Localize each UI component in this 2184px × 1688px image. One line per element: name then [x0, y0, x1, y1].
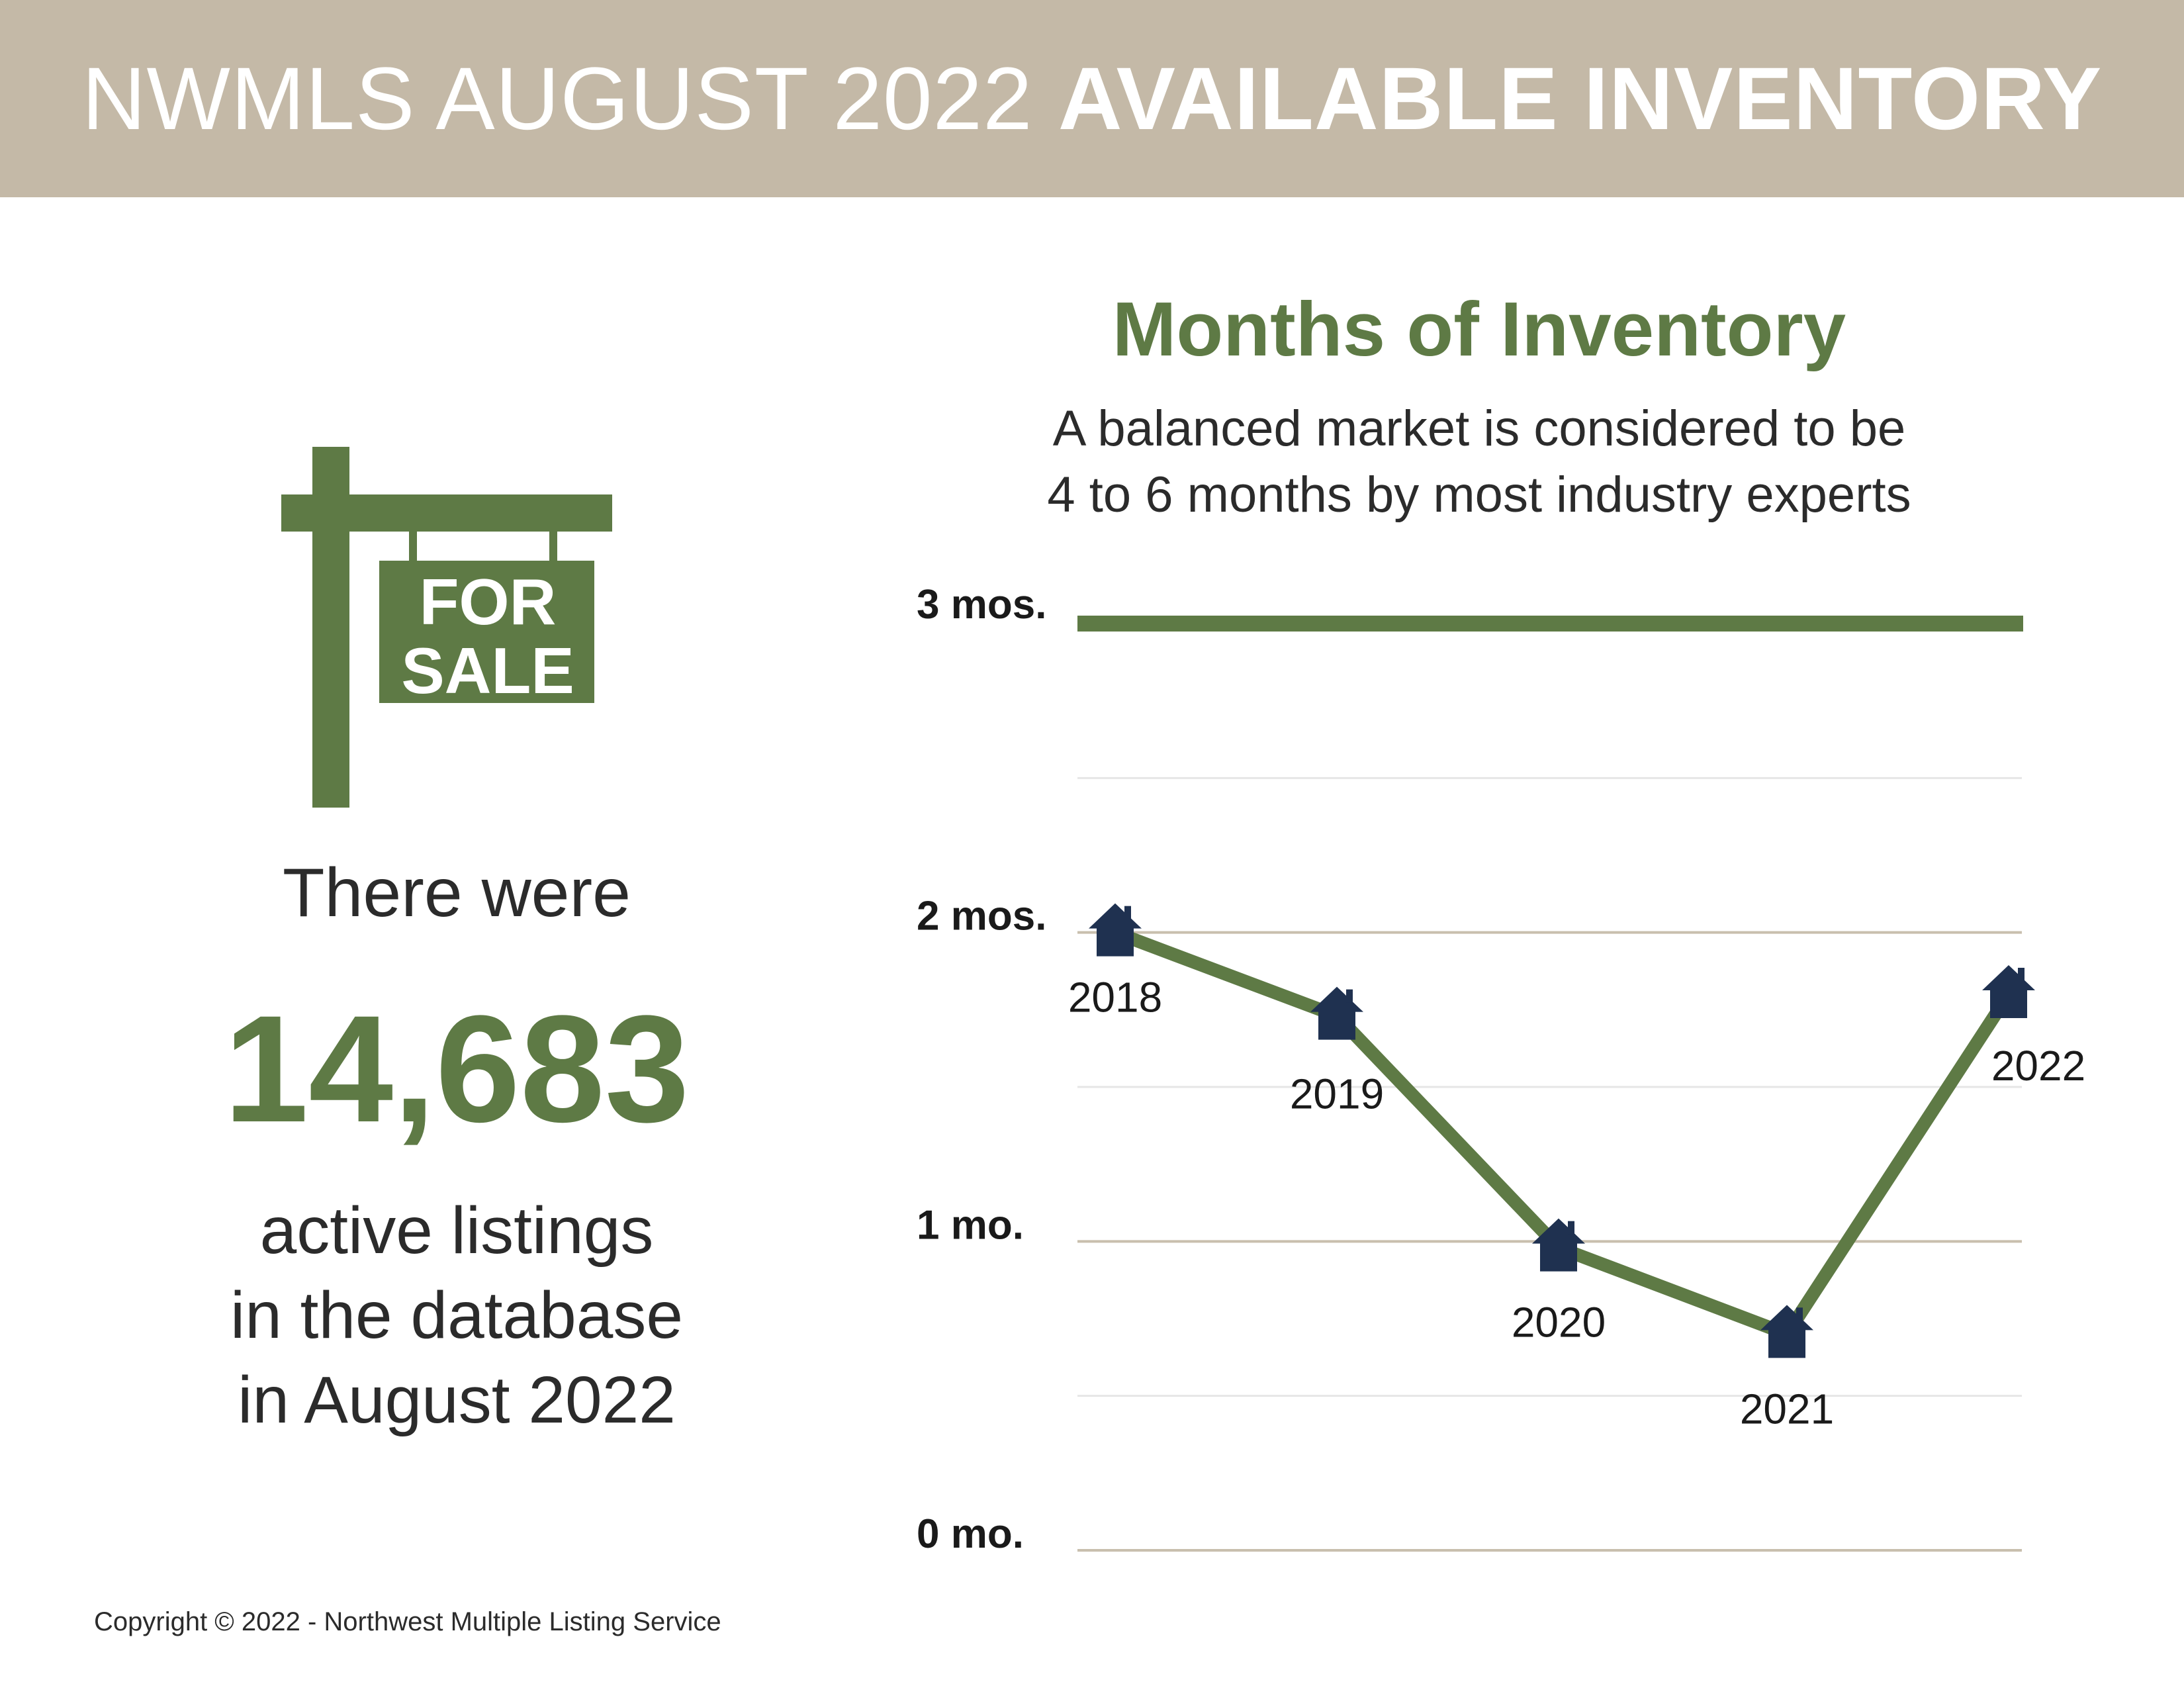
house-icon	[1310, 986, 1363, 1040]
house-chimney	[2018, 968, 2025, 981]
house-chimney	[1346, 989, 1353, 1003]
active-listings-count: 14,683	[224, 984, 690, 1154]
header-banner: NWMLS AUGUST 2022 AVAILABLE INVENTORY	[0, 0, 2184, 197]
house-chimney	[1796, 1307, 1803, 1321]
chart-subtitle-line: A balanced market is considered to be	[1052, 400, 1906, 457]
house-icon	[1532, 1218, 1585, 1272]
title-light: NWMLS AUGUST 2022	[81, 49, 1033, 148]
house-chimney	[1568, 1221, 1574, 1235]
x-data-label: 2022	[1991, 1042, 2085, 1090]
y-tick-label: 3 mos.	[917, 582, 1046, 628]
x-data-label: 2020	[1512, 1299, 1606, 1346]
chart-subtitle: A balanced market is considered to be 4 …	[920, 396, 2038, 528]
chart-title: Months of Inventory	[1112, 286, 1846, 372]
y-tick-label: 1 mo.	[917, 1202, 1024, 1248]
copyright-text: Copyright © 2022 - Northwest Multiple Li…	[94, 1607, 721, 1636]
summary-desc-line: in August 2022	[238, 1363, 676, 1437]
x-data-label: 2018	[1068, 974, 1162, 1021]
house-chimney	[1124, 906, 1131, 919]
sign-text-for: FOR	[420, 565, 557, 638]
y-tick-label: 2 mos.	[917, 894, 1046, 939]
series-line	[1113, 926, 2015, 1342]
x-data-label: 2019	[1290, 1070, 1384, 1118]
x-data-label: 2021	[1740, 1385, 1834, 1432]
summary-desc-line: in the database	[230, 1278, 683, 1352]
house-icon	[1760, 1305, 1813, 1358]
summary-lead: There were	[283, 855, 631, 931]
page-title: NWMLS AUGUST 2022 AVAILABLE INVENTORY	[82, 48, 2103, 150]
chart-subtitle-line: 4 to 6 months by most industry experts	[1047, 467, 1911, 523]
house-icon	[1089, 903, 1142, 957]
summary-desc-line: active listings	[259, 1194, 654, 1268]
house-icon	[1982, 965, 2035, 1018]
title-bold: AVAILABLE INVENTORY	[1058, 49, 2103, 148]
summary-description: active listings in the database in Augus…	[53, 1188, 860, 1442]
for-sale-sign-icon: FOR SALE	[281, 447, 612, 808]
y-tick-label: 0 mo.	[917, 1511, 1024, 1557]
sign-text-sale: SALE	[401, 634, 574, 707]
